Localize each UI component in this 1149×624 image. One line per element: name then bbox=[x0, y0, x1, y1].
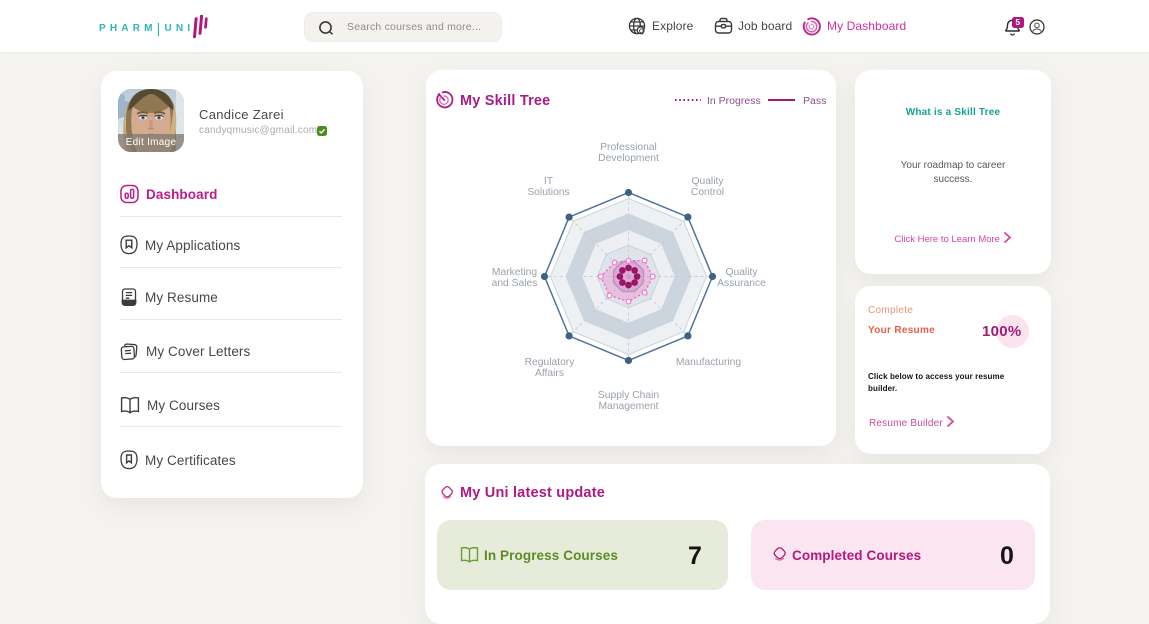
svg-text:Manufacturing: Manufacturing bbox=[676, 357, 742, 368]
svg-text:Development: Development bbox=[598, 153, 659, 164]
svg-text:Solutions: Solutions bbox=[527, 187, 569, 198]
svg-text:Quality: Quality bbox=[691, 176, 724, 187]
svg-text:Professional: Professional bbox=[600, 142, 657, 153]
svg-text:Pass: Pass bbox=[803, 95, 826, 107]
svg-text:Marketing: Marketing bbox=[492, 267, 537, 278]
svg-text:Assurance: Assurance bbox=[717, 278, 766, 289]
svg-text:and Sales: and Sales bbox=[492, 278, 538, 289]
svg-text:IT: IT bbox=[544, 176, 554, 187]
svg-text:In Progress: In Progress bbox=[707, 95, 761, 107]
svg-text:Supply Chain: Supply Chain bbox=[598, 390, 660, 401]
svg-text:My Skill Tree: My Skill Tree bbox=[460, 93, 550, 109]
svg-text:Control: Control bbox=[691, 187, 724, 198]
svg-text:Quality: Quality bbox=[725, 267, 758, 278]
svg-text:Regulatory: Regulatory bbox=[525, 357, 576, 368]
svg-text:Management: Management bbox=[598, 401, 658, 412]
svg-text:Q: Q bbox=[639, 27, 644, 34]
svg-text:Affairs: Affairs bbox=[535, 368, 564, 379]
